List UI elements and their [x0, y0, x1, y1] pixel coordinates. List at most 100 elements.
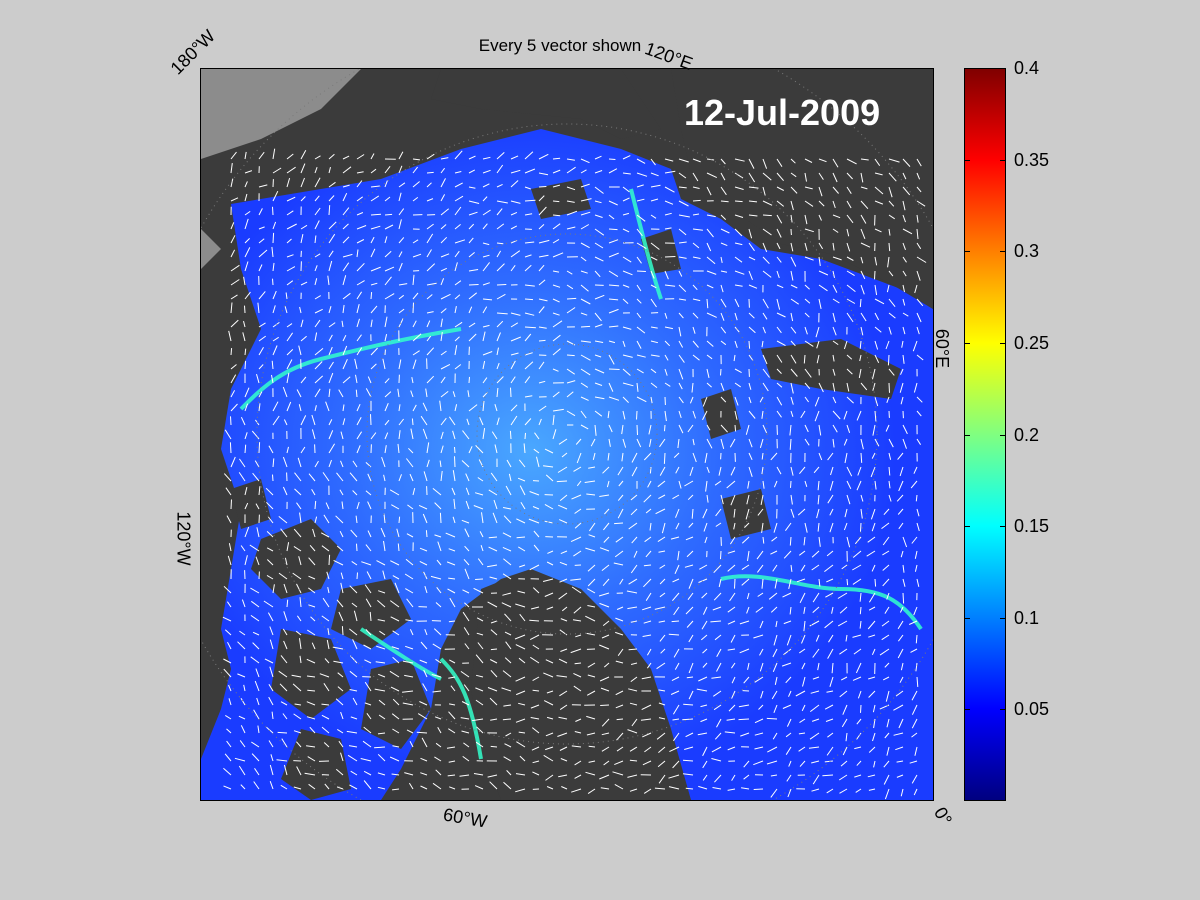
- drift-vector: [464, 545, 470, 552]
- drift-vector: [383, 513, 386, 524]
- drift-vector: [773, 634, 778, 646]
- drift-vector: [524, 186, 531, 190]
- drift-vector: [678, 256, 687, 259]
- drift-vector: [405, 645, 414, 650]
- drift-vector: [308, 557, 316, 566]
- drift-vector: [286, 542, 290, 552]
- drift-vector: [475, 741, 484, 748]
- drift-vector: [300, 196, 306, 202]
- drift-vector: [829, 522, 834, 533]
- drift-vector: [874, 326, 882, 333]
- drift-vector: [785, 732, 792, 738]
- drift-vector: [356, 196, 363, 202]
- drift-vector: [832, 270, 835, 279]
- drift-vector: [482, 324, 490, 328]
- drift-vector: [846, 242, 851, 252]
- drift-vector: [286, 349, 294, 356]
- drift-vector: [888, 298, 896, 308]
- drift-vector: [874, 200, 884, 205]
- drift-vector: [824, 704, 834, 710]
- drift-vector: [785, 676, 792, 684]
- drift-vector: [440, 157, 449, 160]
- drift-vector: [420, 757, 428, 762]
- drift-vector: [482, 360, 486, 370]
- drift-vector: [902, 158, 911, 167]
- drift-vector: [687, 494, 694, 501]
- drift-vector: [464, 528, 470, 538]
- drift-vector: [314, 177, 321, 188]
- drift-vector: [702, 396, 708, 407]
- drift-vector: [283, 764, 288, 776]
- drift-vector: [341, 626, 344, 636]
- drift-vector: [573, 466, 582, 472]
- drift-vector: [496, 347, 499, 356]
- drift-vector: [846, 424, 851, 433]
- drift-vector: [297, 457, 302, 468]
- drift-vector: [482, 183, 490, 188]
- drift-vector: [706, 228, 714, 238]
- drift-vector: [798, 746, 806, 752]
- drift-vector: [692, 199, 701, 202]
- drift-vector: [454, 195, 464, 202]
- drift-vector: [872, 382, 876, 391]
- drift-vector: [636, 354, 646, 358]
- drift-vector: [622, 284, 630, 288]
- drift-vector: [552, 184, 561, 188]
- drift-vector: [754, 718, 764, 724]
- drift-vector: [846, 214, 854, 224]
- drift-vector: [251, 600, 260, 608]
- drift-vector: [588, 534, 596, 538]
- drift-vector: [468, 446, 473, 454]
- drift-vector: [882, 578, 890, 587]
- drift-vector: [543, 754, 554, 762]
- drift-vector: [588, 466, 596, 469]
- drift-vector: [299, 638, 302, 650]
- drift-vector: [529, 634, 540, 641]
- drift-vector: [454, 306, 457, 314]
- drift-vector: [244, 247, 251, 258]
- drift-vector: [644, 746, 652, 753]
- drift-vector: [300, 224, 308, 230]
- drift-vector: [874, 270, 876, 280]
- drift-vector: [774, 578, 778, 589]
- drift-vector: [488, 536, 498, 539]
- drift-vector: [762, 368, 770, 378]
- drift-vector: [271, 711, 274, 720]
- drift-vector: [664, 158, 674, 162]
- drift-vector: [510, 376, 516, 384]
- drift-vector: [223, 658, 232, 664]
- drift-vector: [867, 774, 876, 778]
- drift-vector: [790, 354, 797, 364]
- drift-vector: [370, 292, 373, 300]
- drift-vector: [812, 676, 820, 680]
- drift-vector: [412, 166, 418, 174]
- drift-vector: [826, 578, 834, 583]
- drift-vector: [902, 536, 908, 548]
- drift-vector: [226, 728, 232, 734]
- drift-vector: [230, 279, 240, 286]
- drift-vector: [720, 494, 724, 505]
- drift-vector: [502, 546, 512, 552]
- drift-vector: [351, 560, 358, 566]
- drift-vector: [468, 322, 476, 328]
- drift-vector: [244, 444, 247, 454]
- drift-vector: [545, 474, 554, 482]
- drift-vector: [574, 774, 582, 779]
- drift-vector: [314, 375, 324, 384]
- drift-vector: [871, 648, 876, 656]
- drift-vector: [566, 186, 576, 191]
- drift-vector: [430, 575, 442, 580]
- drift-vector: [559, 494, 568, 501]
- drift-vector: [328, 443, 336, 454]
- drift-vector: [328, 221, 337, 230]
- drift-vector: [225, 487, 232, 496]
- drift-vector: [228, 543, 232, 552]
- drift-vector: [897, 648, 904, 659]
- drift-vector: [608, 284, 620, 287]
- drift-vector: [258, 184, 268, 188]
- drift-vector: [420, 785, 428, 790]
- drift-vector: [801, 634, 806, 644]
- drift-vector: [843, 410, 848, 420]
- drift-vector: [818, 284, 828, 292]
- drift-vector: [480, 545, 484, 552]
